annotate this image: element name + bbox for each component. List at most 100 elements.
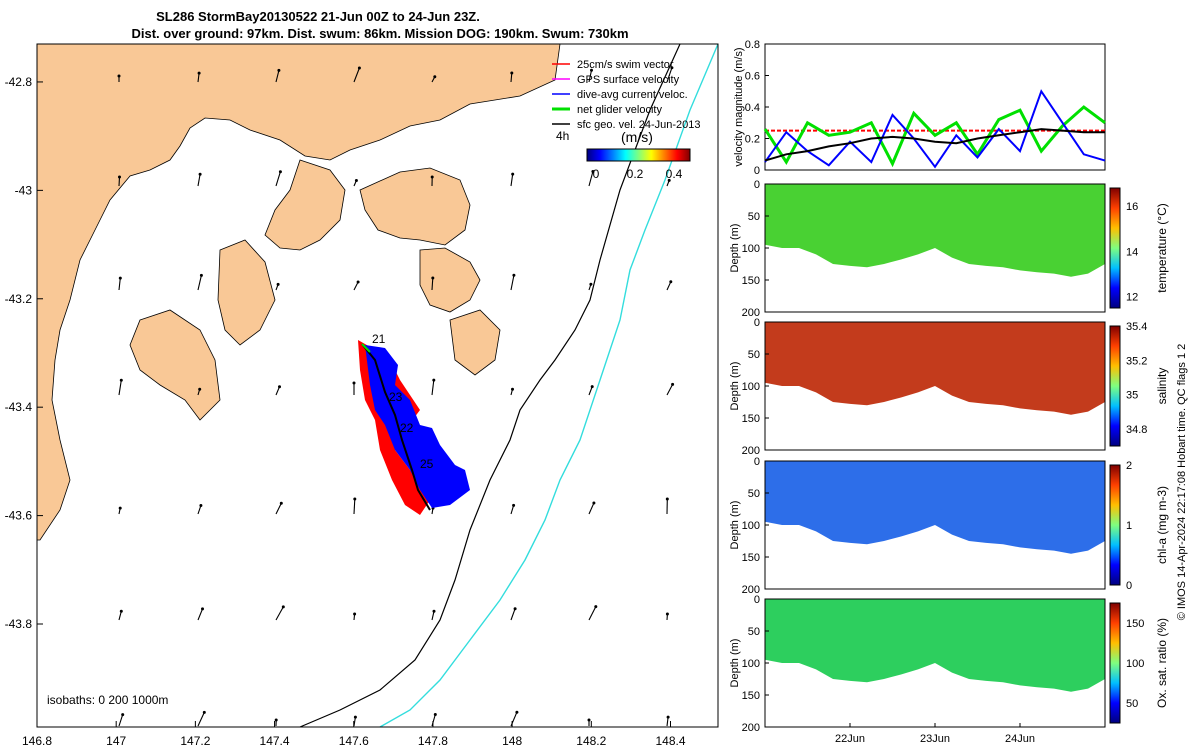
section-data-fill bbox=[765, 461, 1105, 554]
section-y-ticklabel: 100 bbox=[742, 243, 760, 255]
land-areas bbox=[36, 43, 561, 541]
section-y-ticklabel: 200 bbox=[742, 584, 760, 596]
section-colorbar-label: Ox. sat. ratio (%) bbox=[1155, 618, 1169, 708]
sfc-vel-arrow bbox=[353, 67, 360, 83]
sfc-vel-arrow bbox=[118, 278, 121, 291]
map-y-ticklabel: -43 bbox=[15, 183, 33, 197]
map-x-ticklabel: 147 bbox=[106, 734, 126, 748]
sfc-vel-arrowhead bbox=[511, 387, 514, 391]
map-x-ticklabel: 148 bbox=[502, 734, 522, 748]
time-ticklabel: 22Jun bbox=[835, 733, 865, 745]
sfc-vel-arrow bbox=[118, 714, 124, 727]
legend-label: sfc geo. vel. 24-Jun-2013 bbox=[577, 119, 701, 131]
sfc-vel-arrow bbox=[197, 712, 205, 727]
sfc-vel-arrow bbox=[510, 72, 513, 83]
sfc-vel-arrowhead bbox=[199, 273, 203, 277]
velocity-y-ticklabel: 0.4 bbox=[745, 102, 760, 114]
sfc-vel-arrowhead bbox=[201, 607, 204, 611]
sfc-vel-arrowhead bbox=[587, 718, 591, 722]
sfc-vel-arrow bbox=[275, 70, 280, 83]
section-oxygen: 0 50 100 150 200 Depth (m) 50 100 150 Ox. sat. ra… bbox=[729, 594, 1169, 734]
sfc-vel-arrowhead bbox=[594, 605, 598, 609]
sfc-vel-arrowhead bbox=[433, 75, 437, 79]
section-y-ticklabel: 0 bbox=[754, 317, 760, 329]
section-y-ticklabel: 50 bbox=[748, 626, 760, 638]
velocity-y-ticklabel: 0.6 bbox=[745, 71, 760, 83]
sfc-vel-arrowhead bbox=[281, 605, 285, 609]
sfc-vel-arrowhead bbox=[589, 282, 593, 286]
section-colorbar-ticklabel: 35.2 bbox=[1126, 355, 1147, 367]
day-label: 23 bbox=[389, 390, 403, 404]
sfc-vel-arrowhead bbox=[276, 282, 280, 286]
sfc-vel-arrowhead bbox=[590, 68, 593, 72]
sfc-vel-arrowhead bbox=[119, 609, 123, 613]
map-x-ticklabel: 147.2 bbox=[180, 734, 210, 748]
sfc-vel-arrow bbox=[666, 384, 674, 396]
sfc-vel-arrowhead bbox=[118, 276, 122, 280]
sfc-vel-arrowhead bbox=[278, 170, 282, 174]
velocity-axes-box bbox=[764, 43, 1106, 171]
sfc-vel-arrowhead bbox=[430, 175, 434, 179]
sfc-vel-arrowhead bbox=[279, 501, 283, 505]
map-x-ticklabel: 147.6 bbox=[339, 734, 369, 748]
section-y-ticklabel: 0 bbox=[754, 179, 760, 191]
legend-label: 25cm/s swim vector bbox=[577, 59, 674, 71]
sfc-vel-arrow bbox=[118, 176, 121, 187]
map-axes-box bbox=[36, 43, 719, 728]
sfc-vel-arrow bbox=[431, 380, 435, 396]
section-y-ticklabel: 0 bbox=[754, 456, 760, 468]
sfc-vel-arrow bbox=[197, 608, 204, 621]
sfc-vel-arrowhead bbox=[510, 71, 514, 75]
map-y-ticklabel: -43.8 bbox=[5, 617, 33, 631]
section-colorbar-ticklabel: 35 bbox=[1126, 390, 1138, 402]
section-y-ticklabel: 200 bbox=[742, 445, 760, 457]
velocity-series-sfc-geo-vel- bbox=[764, 128, 1105, 162]
sfc-vel-arrow bbox=[666, 67, 673, 83]
section-colorbar-ticklabel: 50 bbox=[1126, 698, 1138, 710]
sfc-vel-arrow bbox=[275, 386, 281, 396]
isobath-200m bbox=[299, 43, 681, 728]
section-ylabel: Depth (m) bbox=[729, 501, 741, 550]
map-legend: 25cm/s swim vector GPS surface velocity di… bbox=[552, 59, 701, 131]
velocity-y-ticks: 0 0.2 0.4 0.6 0.8 bbox=[745, 39, 769, 177]
sfc-vel-arrowhead bbox=[198, 172, 202, 176]
legend-label: dive-avg current veloc. bbox=[577, 89, 688, 101]
section-colorbar-ticklabel: 16 bbox=[1126, 201, 1138, 213]
sfc-vel-arrow bbox=[510, 275, 515, 291]
sfc-vel-arrowhead bbox=[592, 501, 596, 505]
colorbar-ticklabel: 0.4 bbox=[666, 167, 683, 181]
day-label: 21 bbox=[372, 332, 386, 346]
section-y-ticklabel: 50 bbox=[748, 211, 760, 223]
sfc-vel-arrowhead bbox=[433, 713, 437, 716]
sfc-vel-arrowhead bbox=[665, 497, 669, 501]
sfc-vel-arrow bbox=[666, 281, 672, 291]
sfc-vel-arrowhead bbox=[121, 713, 125, 717]
legend-label: net glider velocity bbox=[577, 104, 662, 116]
map-x-ticklabel: 148.4 bbox=[655, 734, 685, 748]
sfc-vel-arrowhead bbox=[197, 71, 201, 75]
land-polygon-6 bbox=[449, 309, 501, 376]
sfc-vel-arrow bbox=[510, 174, 514, 187]
sfc-vel-arrowhead bbox=[432, 378, 436, 382]
sfc-vel-arrow bbox=[275, 502, 282, 515]
sfc-vel-arrowhead bbox=[277, 68, 281, 72]
section-colorbar-ticklabel: 12 bbox=[1126, 292, 1138, 304]
sfc-vel-arrowhead bbox=[670, 66, 674, 70]
land-polygon-4 bbox=[217, 239, 276, 346]
section-colorbar-ticklabel: 1 bbox=[1126, 520, 1132, 532]
sfc-vel-arrow bbox=[275, 171, 281, 187]
section-salinity: 0 50 100 150 200 Depth (m) 34.8 35 35.2 35.4 salin… bbox=[729, 317, 1169, 457]
sfc-vel-arrowhead bbox=[199, 504, 203, 507]
velocity-panel: 0 0.2 0.4 0.6 0.8 velocity magnitude (m/s) bbox=[733, 39, 1106, 177]
colorbar-ticklabel: 0.2 bbox=[627, 167, 644, 181]
sfc-vel-arrowhead bbox=[352, 381, 356, 385]
land-polygon-0 bbox=[36, 43, 561, 541]
map-x-ticklabel: 148.2 bbox=[576, 734, 606, 748]
section-colorbar-ticklabel: 0 bbox=[1126, 580, 1132, 592]
section-ylabel: Depth (m) bbox=[729, 362, 741, 411]
sfc-vel-arrow bbox=[118, 380, 122, 396]
velocity-series-dive-avg-current-veloc- bbox=[764, 89, 1106, 169]
section-chl-a: 0 50 100 150 200 Depth (m) 0 1 2 chl-a (mg m-3) bbox=[729, 456, 1169, 596]
sfc-vel-arrowhead bbox=[354, 179, 358, 182]
